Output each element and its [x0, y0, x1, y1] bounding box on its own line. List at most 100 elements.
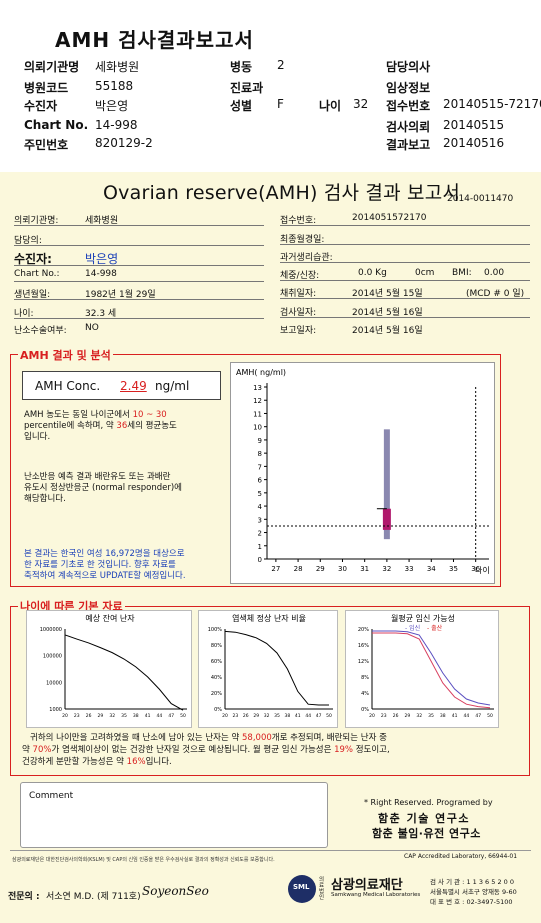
- footer-divider: [10, 850, 531, 851]
- series-line-1: [372, 632, 491, 709]
- summary-title: AMH 검사결과보고서: [55, 28, 254, 52]
- x-tick-label: 34: [427, 565, 436, 573]
- y-tick-label: 1: [258, 543, 262, 551]
- legend-pregnancy: - 임신: [405, 624, 420, 632]
- specialist-signature: SoyeonSeo: [142, 884, 209, 898]
- normal-oocyte-chart-panel: 염색체 정상 난자 비율 100% 80% 60% 40% 20% 0% 20 23 26 29 32…: [198, 610, 338, 728]
- box-iqr: [382, 508, 391, 530]
- amh-conc-label: AMH Conc.: [35, 379, 101, 393]
- x-tick-label: 32: [264, 713, 270, 719]
- summary-header: AMH 검사결과보고서 의뢰기관명 세화병원 병동 2 담당의사 병원코드 55…: [0, 0, 541, 168]
- x-tick-label: 35: [121, 713, 127, 719]
- rights-text: * Right Reserved. Programed by: [364, 798, 493, 807]
- x-tick-label: 23: [381, 713, 387, 719]
- value-dob: 1982년 1월 29일: [85, 290, 156, 300]
- divider: [280, 317, 530, 318]
- x-tick-label: 38: [440, 713, 446, 719]
- label-dob: 생년월일:: [14, 290, 51, 300]
- value-hospital-code: 55188: [95, 79, 134, 93]
- value-report-date: 2014년 5월 16일: [352, 326, 423, 336]
- x-tick-label: 41: [295, 713, 301, 719]
- comment-box: Comment: [20, 782, 328, 848]
- label-report-date: 결과보고: [386, 138, 431, 152]
- y-tick-label: 2: [258, 530, 262, 538]
- x-tick-label: 36: [471, 565, 480, 573]
- label-surgery: 난소수술여부:: [14, 326, 67, 336]
- cap-accreditation: CAP Accredited Laboratory, 66944-01: [404, 853, 518, 860]
- y-tick-label: 3: [258, 516, 262, 524]
- y-tick-label: 60%: [211, 659, 222, 665]
- monthly-pregnancy-chart: 월평균 임신 가능성 20% 16% 12% 8% 4% 0%20 23 26 29 32 35 38 4…: [358, 613, 494, 719]
- x-tick-label: 44: [157, 713, 163, 719]
- x-tick-label: 28: [294, 565, 303, 573]
- document-number: 2014-0011470: [447, 194, 514, 204]
- divider: [14, 265, 264, 266]
- divider: [14, 281, 264, 282]
- value-institution: 세화병원: [85, 216, 119, 226]
- x-tick-label: 26: [86, 713, 92, 719]
- label-clinical-info: 임상정보: [386, 81, 431, 95]
- x-tick-label: 26: [393, 713, 399, 719]
- label-age: 나이:: [14, 309, 34, 319]
- value-resident-no: 820129-2: [95, 136, 153, 150]
- value-chart-no: 14-998: [95, 118, 138, 132]
- x-tick-label: 29: [98, 713, 104, 719]
- label-age: 나이: [319, 99, 342, 113]
- x-tick-label: 44: [464, 713, 470, 719]
- x-tick-label: 33: [405, 565, 414, 573]
- value-receipt-no: 20140515-72170: [443, 97, 541, 111]
- label-department: 진료과: [230, 81, 264, 95]
- value-surgery: NO: [85, 323, 99, 333]
- x-tick-label: 27: [271, 565, 280, 573]
- value-mcd: (MCD # 0 일): [466, 289, 525, 299]
- foundation-name-en: Samkwang Medical Laboratories: [331, 892, 421, 898]
- y-tick-label: 9: [258, 437, 262, 445]
- label-doctor: 담당의사: [386, 60, 431, 74]
- divider: [14, 225, 264, 226]
- normal-oocyte-ratio-chart: 염색체 정상 난자 비율 100% 80% 60% 40% 20% 0%20 23 26 29 32…: [208, 613, 333, 719]
- label-menstrual-history: 과거생리습관:: [280, 253, 333, 263]
- y-tick-label: 8%: [361, 675, 369, 681]
- label-weight-height: 체중/신장:: [280, 271, 320, 281]
- value-test-date: 2014년 5월 16일: [352, 308, 423, 318]
- x-tick-label: 47: [168, 713, 174, 719]
- org-infertility-lab: 함춘 불임·유전 연구소: [372, 827, 481, 840]
- y-tick-label: 0: [258, 556, 262, 564]
- value-height: 0cm: [415, 268, 435, 278]
- label-report-date: 보고일자:: [280, 326, 317, 336]
- age-summary-text: 귀하의 나이만을 고려하였을 때 난소에 남아 있는 난자는 약 58,000개…: [22, 733, 390, 767]
- x-tick-label: 20: [369, 713, 375, 719]
- box-range-bar: [383, 429, 390, 540]
- y-tick-label: 8: [258, 450, 262, 458]
- y-tick-label: 1000: [49, 707, 62, 713]
- y-tick-label: 6: [258, 477, 263, 485]
- y-tick-label: 100%: [208, 627, 223, 633]
- label-sex: 성별: [230, 99, 253, 113]
- y-tick-label: 40%: [211, 675, 222, 681]
- y-tick-label: 5: [258, 490, 262, 498]
- label-patient: 수진자:: [14, 252, 52, 266]
- x-tick-label: 50: [326, 713, 332, 719]
- label-bmi: BMI:: [452, 268, 472, 278]
- pregnancy-chart-panel: 월평균 임신 가능성 20% 16% 12% 8% 4% 0% 20 23 26 29 32 35 38 4…: [345, 610, 499, 728]
- x-tick-label: 29: [316, 565, 325, 573]
- label-ward: 병동: [230, 60, 253, 74]
- label-institution: 의뢰기관명:: [14, 216, 59, 226]
- address: 서울특별시 서초구 양재동 9-60: [430, 888, 517, 896]
- x-tick-label: 26: [243, 713, 249, 719]
- y-tick-label: 100000: [43, 654, 62, 660]
- y-tick-label: 4: [258, 503, 263, 511]
- amh-data-note: 본 결과는 한국인 여성 16,972명을 대상으로 한 자료를 기초로 한 것…: [24, 549, 186, 581]
- value-receipt-no: 2014051572170: [352, 213, 427, 223]
- value-patient: 박은영: [85, 252, 119, 266]
- y-tick-label: 12: [253, 397, 262, 405]
- x-tick-label: 32: [382, 565, 391, 573]
- report-title: Ovarian reserve(AMH) 검사 결과 보고서: [103, 182, 461, 204]
- x-tick-label: 38: [133, 713, 139, 719]
- label-resident-no: 주민번호: [24, 138, 69, 152]
- foundation-logo-icon: SML: [288, 875, 316, 903]
- x-tick-label: 41: [145, 713, 151, 719]
- x-tick-label: 35: [428, 713, 434, 719]
